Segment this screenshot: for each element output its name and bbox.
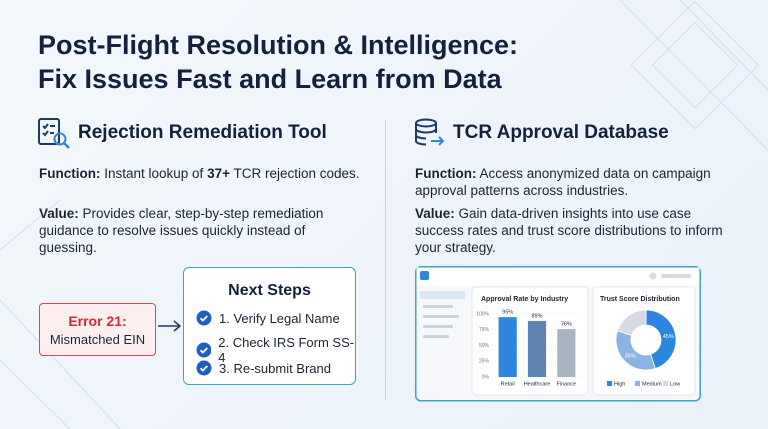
legend-swatch — [635, 381, 640, 386]
x-tick-label: Finance — [557, 381, 577, 387]
x-tick-label: Retail — [501, 381, 515, 387]
legend-swatch — [663, 381, 668, 386]
chart-title: Approval Rate by Industry — [481, 296, 568, 303]
bar — [557, 329, 576, 377]
step: 3. Re-submit Brand — [196, 360, 331, 376]
step: 1. Verify Legal Name — [196, 310, 340, 326]
logo — [420, 271, 429, 280]
user-bar — [661, 274, 691, 278]
error-code: Error 21: — [68, 313, 127, 329]
function-text: Function: Instant lookup of 37+ TCR reje… — [39, 166, 360, 181]
step: 2. Check IRS Form SS-4 — [196, 335, 355, 365]
value-label: 76% — [561, 322, 572, 328]
database-icon — [415, 118, 445, 146]
check-icon — [196, 342, 212, 358]
legend-label: Low — [670, 381, 680, 387]
value-label: 35% — [625, 353, 636, 359]
donut-card — [592, 286, 696, 396]
value-text: Value: Provides clear, step-by-step reme… — [39, 206, 324, 255]
heading: Rejection Remediation Tool — [78, 122, 327, 143]
next-steps-title: Next Steps — [228, 282, 311, 299]
arrow — [158, 320, 182, 332]
legend-swatch — [607, 381, 612, 386]
value-text: Value: Gain data-driven insights into us… — [415, 206, 723, 255]
legend-label: Medium — [642, 381, 662, 387]
step-text: 1. Verify Legal Name — [219, 310, 340, 326]
value-label: 45% — [663, 334, 674, 340]
next-steps-card: Next Steps 1. Verify Legal Name 2. Check … — [183, 267, 356, 385]
check-icon — [196, 310, 212, 326]
title: Post-Flight Resolution & Intelligence: Fi… — [38, 30, 519, 94]
donut-slice — [645, 309, 677, 370]
function-text: Function: Access anonymized data on camp… — [415, 166, 711, 198]
error-message: Mismatched EIN — [49, 332, 146, 347]
bar — [527, 320, 547, 377]
sidebar — [420, 291, 465, 338]
dashboard-screenshot: Approval Rate by Industry 0% 25% 50% 75% 100%… — [415, 266, 701, 402]
donut-slice — [616, 309, 647, 336]
y-tick-label: 0% — [482, 374, 490, 380]
check-icon — [196, 360, 212, 376]
heading: TCR Approval Database — [453, 122, 669, 143]
checklist-icon — [38, 118, 70, 149]
value-label: 89% — [531, 313, 542, 319]
top-bar — [416, 267, 700, 286]
step-text: 3. Re-submit Brand — [219, 360, 331, 376]
value-label: 95% — [502, 310, 513, 316]
divider — [385, 120, 386, 400]
avatar — [649, 272, 657, 280]
legend-label: High — [614, 381, 625, 387]
x-tick-label: Healthcare — [524, 381, 551, 387]
step-text: 2. Check IRS Form SS-4 — [218, 335, 355, 365]
y-tick-label: 25% — [479, 359, 490, 365]
y-tick-label: 50% — [479, 343, 490, 349]
y-tick-label: 100% — [476, 311, 489, 317]
bar — [498, 317, 517, 377]
chart-title: Trust Score Distribution — [600, 296, 680, 303]
error-box: Error 21: Mismatched EIN — [39, 303, 156, 356]
y-tick-label: 75% — [479, 327, 490, 333]
